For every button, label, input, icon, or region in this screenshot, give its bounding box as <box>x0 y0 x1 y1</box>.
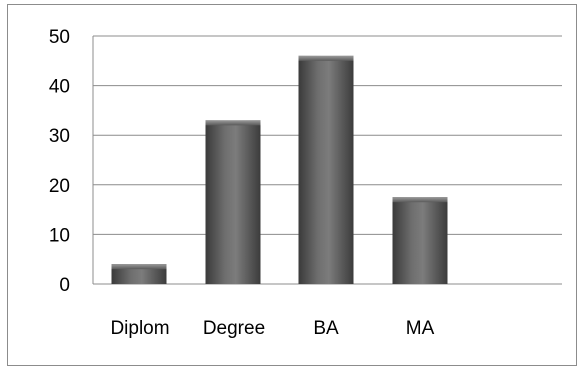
y-tick-label: 50 <box>49 27 70 48</box>
bar-ma <box>392 197 448 284</box>
bars <box>111 55 448 285</box>
y-tick-label: 0 <box>59 275 70 296</box>
x-tick-label-diplom: Diplom <box>110 318 169 339</box>
y-tick-label: 20 <box>49 176 70 197</box>
bar-degree <box>205 120 261 284</box>
x-tick-label-degree: Degree <box>203 318 265 339</box>
x-axis-tick-labels: Diplom Degree BA MA <box>110 318 434 339</box>
bar-top-degree <box>205 120 261 126</box>
y-tick-label: 40 <box>49 77 70 98</box>
bar-top-ma <box>392 197 448 203</box>
y-tick-label: 10 <box>49 225 70 246</box>
x-tick-label-ba: BA <box>313 318 339 339</box>
bar-ba <box>298 55 354 285</box>
bar-top-ba <box>298 55 354 61</box>
x-tick-label-ma: MA <box>406 318 435 339</box>
y-axis-tick-labels: 0 10 20 30 40 50 <box>49 27 70 296</box>
bar-top-diplom <box>111 264 167 270</box>
y-tick-label: 30 <box>49 126 70 147</box>
